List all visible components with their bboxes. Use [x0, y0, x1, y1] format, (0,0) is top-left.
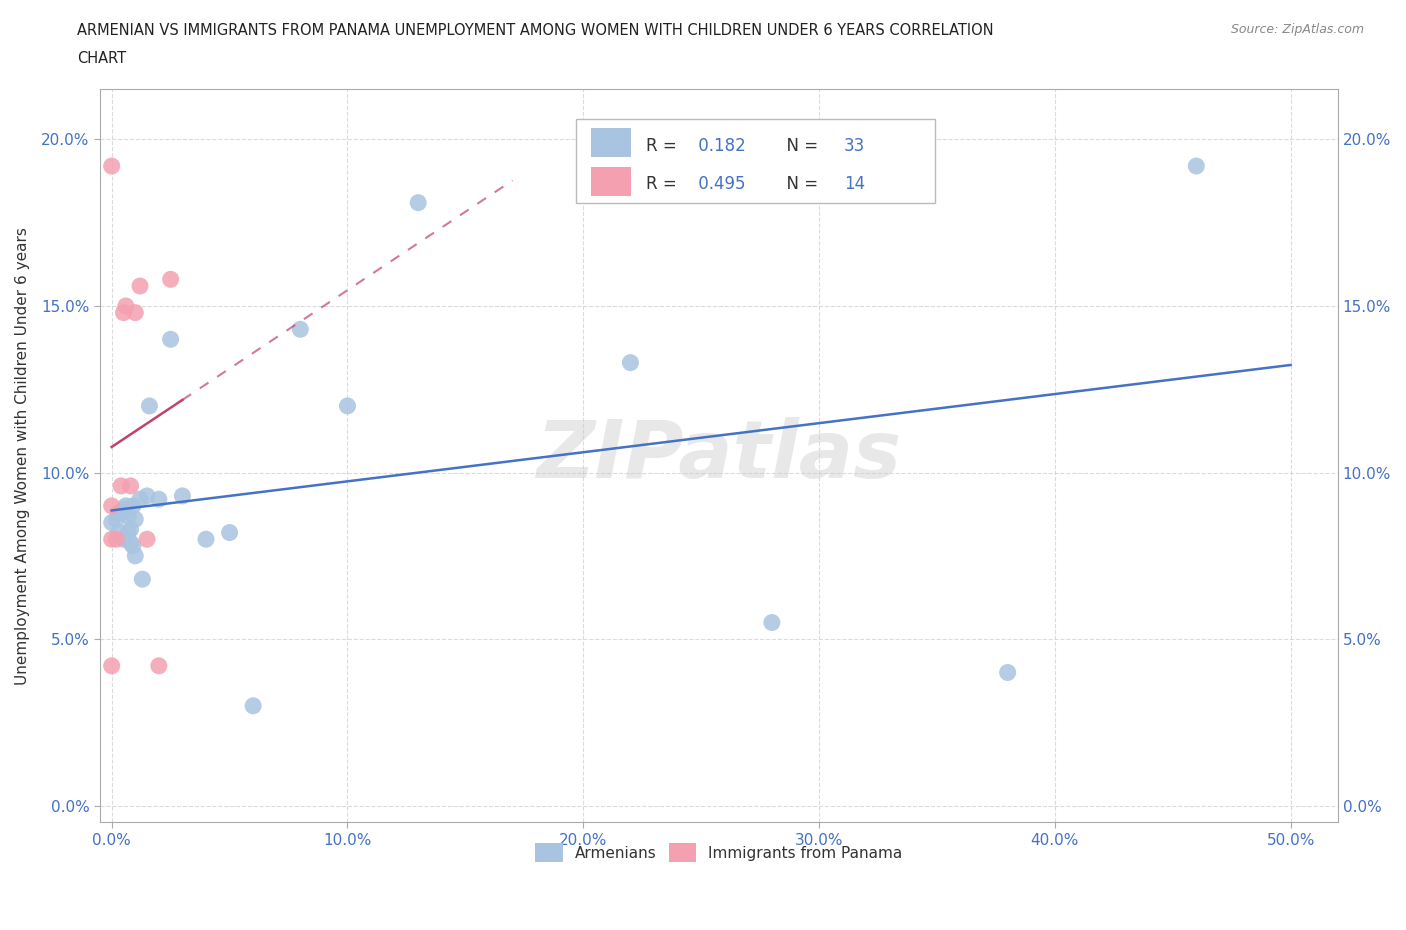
Point [136, 532, 159, 547]
Point [105, 512, 128, 526]
Point [100, 532, 122, 547]
Text: R =: R = [645, 176, 682, 193]
Point [107, 505, 129, 520]
Text: N =: N = [776, 137, 823, 154]
Text: N =: N = [776, 176, 823, 193]
Point [172, 488, 194, 503]
Point [129, 492, 152, 507]
Point [124, 305, 146, 320]
Point [110, 505, 132, 520]
Y-axis label: Unemployment Among Women with Children Under 6 years: Unemployment Among Women with Children U… [15, 227, 30, 684]
Point [218, 525, 240, 540]
Point [761, 615, 783, 630]
Point [110, 478, 132, 493]
Text: 14: 14 [844, 176, 865, 193]
Point [117, 525, 139, 540]
Point [619, 355, 641, 370]
Point [242, 698, 264, 713]
Point [129, 279, 152, 294]
Point [122, 498, 145, 513]
Point [159, 272, 181, 286]
Point [115, 299, 138, 313]
Point [117, 509, 139, 524]
Text: 0.495: 0.495 [693, 176, 745, 193]
FancyBboxPatch shape [592, 166, 631, 196]
FancyBboxPatch shape [592, 128, 631, 157]
Point [124, 549, 146, 564]
Text: 33: 33 [844, 137, 865, 154]
Text: ZIPatlas: ZIPatlas [536, 417, 901, 495]
Point [136, 488, 159, 503]
Point [100, 159, 122, 174]
Point [336, 398, 359, 413]
Text: 0.182: 0.182 [693, 137, 745, 154]
Point [112, 532, 135, 547]
Point [100, 658, 122, 673]
Point [115, 498, 138, 513]
Point [406, 195, 429, 210]
Point [120, 535, 142, 550]
Point [159, 332, 181, 347]
Point [148, 658, 170, 673]
Point [124, 512, 146, 526]
Point [148, 492, 170, 507]
Point [195, 532, 218, 547]
Point [105, 532, 128, 547]
Point [107, 525, 129, 540]
Point [112, 305, 135, 320]
Point [122, 538, 145, 553]
Legend: Armenians, Immigrants from Panama: Armenians, Immigrants from Panama [527, 836, 910, 870]
FancyBboxPatch shape [576, 119, 935, 203]
Text: CHART: CHART [77, 51, 127, 66]
Point [120, 478, 142, 493]
Text: Source: ZipAtlas.com: Source: ZipAtlas.com [1230, 23, 1364, 36]
Point [100, 515, 122, 530]
Point [290, 322, 312, 337]
Point [120, 522, 142, 537]
Text: R =: R = [645, 137, 682, 154]
Point [131, 572, 153, 587]
Point [112, 502, 135, 517]
Point [138, 398, 160, 413]
Point [997, 665, 1019, 680]
Point [1185, 159, 1208, 174]
Point [100, 498, 122, 513]
Text: ARMENIAN VS IMMIGRANTS FROM PANAMA UNEMPLOYMENT AMONG WOMEN WITH CHILDREN UNDER : ARMENIAN VS IMMIGRANTS FROM PANAMA UNEMP… [77, 23, 994, 38]
